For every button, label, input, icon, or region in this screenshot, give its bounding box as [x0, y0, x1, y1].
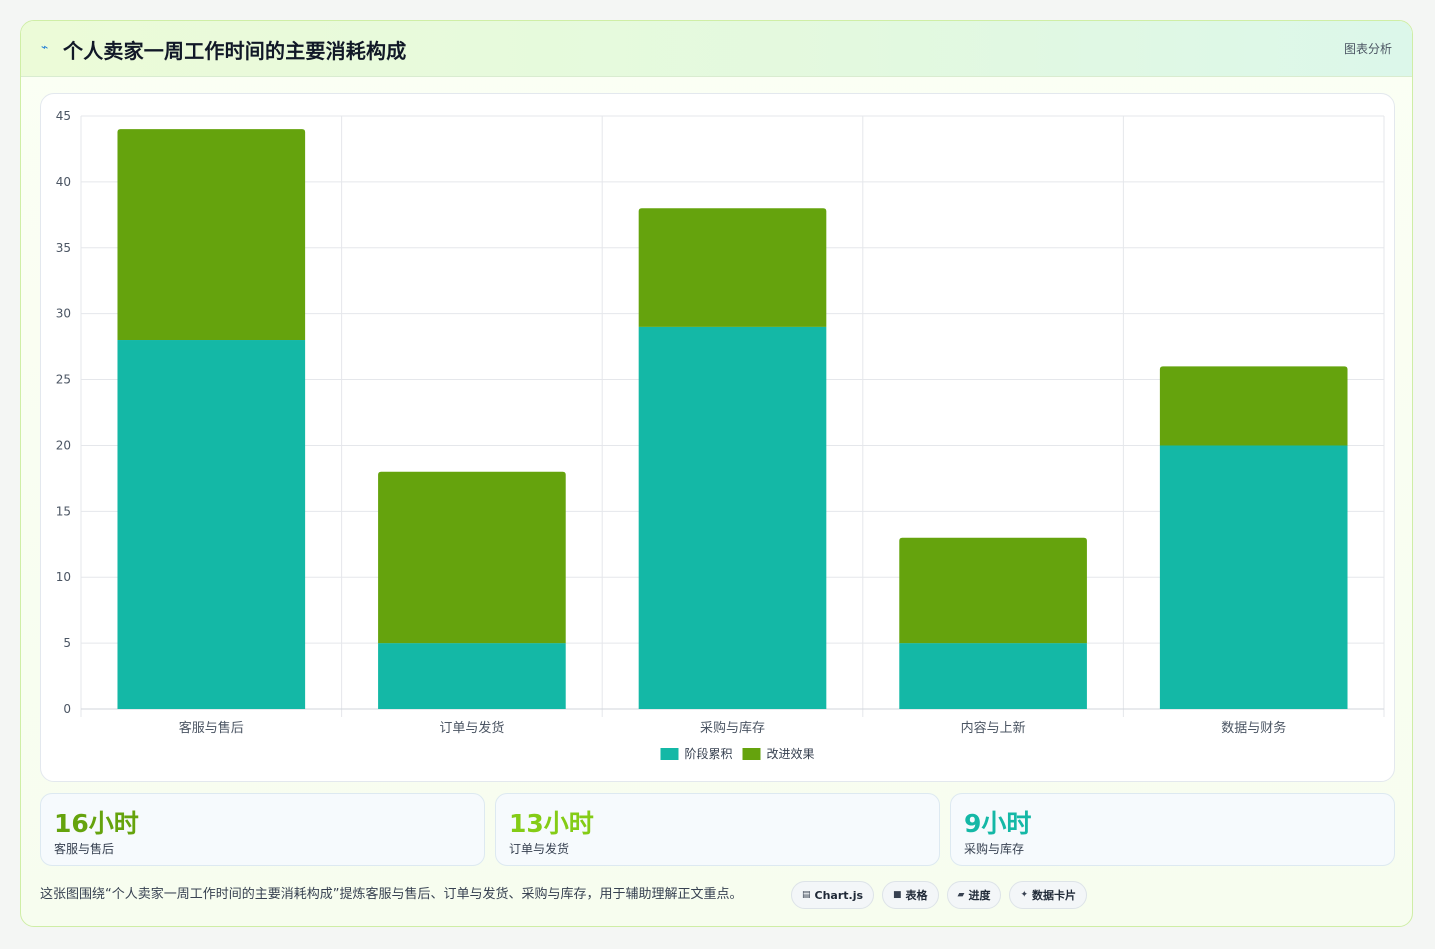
stat-label: 订单与发货 [509, 842, 570, 856]
chart-card: ⌁ 个人卖家一周工作时间的主要消耗构成 图表分析 0 5 10 15 20 25 30 35 4… [20, 20, 1413, 927]
tag-pills: ▤ Chart.js ■ 表格 ▰ 进度 ✦ 数据卡片 [791, 881, 1088, 909]
pill-label: Chart.js [814, 888, 864, 902]
y-tick-label: 40 [56, 175, 71, 189]
bar-segment-2 [899, 537, 1087, 644]
x-tick-label: 数据与财务 [1221, 720, 1286, 736]
sparkle-icon: ✦ [1020, 890, 1029, 900]
y-tick-label: 35 [56, 241, 71, 255]
stat-card-2: 13小时 订单与发货 [495, 793, 940, 866]
card-header: ⌁ 个人卖家一周工作时间的主要消耗构成 图表分析 [21, 21, 1412, 77]
header-tag: 图表分析 [1343, 42, 1392, 56]
bar-segment-1 [899, 643, 1087, 709]
legend-swatch [660, 748, 679, 760]
legend-label: 阶段累积 [685, 746, 733, 761]
bar-segment-1 [638, 326, 827, 709]
y-tick-label: 5 [63, 636, 71, 650]
pill-label: 进度 [968, 889, 991, 902]
stat-value: 9小时 [964, 809, 1032, 838]
x-tick-label: 内容与上新 [961, 720, 1026, 736]
bar-segment-1 [378, 643, 566, 709]
chart-icon: ▤ [802, 890, 811, 900]
legend-swatch [742, 748, 761, 760]
x-tick-label: 采购与库存 [700, 720, 765, 736]
y-tick-label: 30 [56, 307, 71, 321]
table-icon: ■ [893, 890, 902, 900]
chart-panel: 0 5 10 15 20 25 30 35 40 45 客服与售后 订单与发货 采购与库存 内容与上新 数据… [40, 93, 1395, 782]
y-tick-label: 0 [63, 702, 71, 716]
legend-label: 改进效果 [767, 746, 815, 761]
y-tick-label: 45 [56, 109, 71, 123]
bar-segment-2 [378, 471, 566, 644]
progress-icon: ▰ [957, 890, 965, 900]
bar-segment-1 [1159, 445, 1348, 709]
stacked-bar-chart: 0 5 10 15 20 25 30 35 40 45 客服与售后 订单与发货 采购与库存 内容与上新 数据… [56, 109, 1385, 761]
chart-title: 个人卖家一周工作时间的主要消耗构成 [63, 39, 407, 63]
lightning-icon: ⌁ [41, 40, 49, 54]
y-tick-label: 25 [56, 373, 71, 387]
bar-segment-2 [638, 208, 827, 327]
bar-segment-2 [1159, 366, 1348, 446]
y-tick-label: 10 [56, 570, 71, 584]
y-tick-label: 15 [56, 504, 71, 518]
y-tick-label: 20 [56, 438, 71, 452]
x-tick-label: 订单与发货 [439, 720, 504, 736]
stat-card-3: 9小时 采购与库存 [950, 793, 1395, 866]
bar-segment-1 [117, 340, 306, 709]
stat-label: 客服与售后 [54, 842, 115, 856]
stat-label: 采购与库存 [964, 842, 1025, 856]
stat-card-1: 16小时 客服与售后 [40, 793, 485, 866]
chart-caption: 这张图围绕“个人卖家一周工作时间的主要消耗构成”提炼客服与售后、订单与发货、采购… [40, 887, 743, 902]
pill-chartjs[interactable]: ▤ Chart.js [791, 881, 875, 909]
stat-value: 16小时 [54, 809, 139, 838]
pill-label: 表格 [905, 889, 928, 902]
x-tick-label: 客服与售后 [179, 720, 244, 736]
pill-data-card[interactable]: ✦ 数据卡片 [1009, 881, 1088, 909]
pill-table[interactable]: ■ 表格 [882, 881, 939, 909]
stat-value: 13小时 [509, 809, 594, 838]
pill-label: 数据卡片 [1032, 889, 1077, 902]
pill-progress[interactable]: ▰ 进度 [946, 881, 1002, 909]
bar-segment-2 [117, 129, 306, 341]
